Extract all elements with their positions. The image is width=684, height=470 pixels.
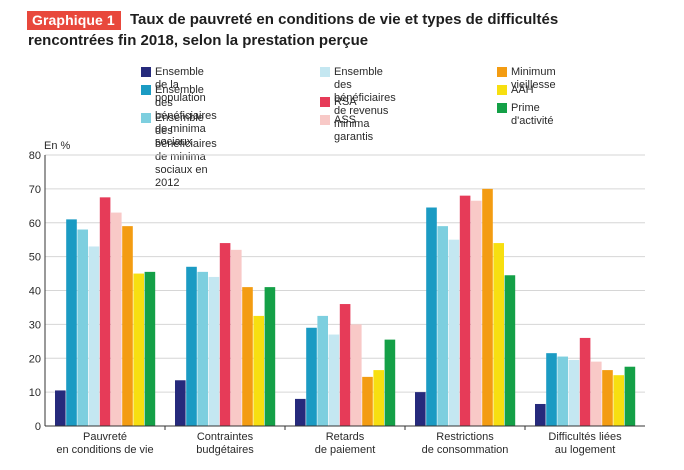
bar	[66, 219, 77, 426]
bar	[99, 197, 111, 426]
legend-label: Ensemble des bénéficiaires de minima soc…	[155, 112, 217, 189]
legend-label: Ensemble de la population	[155, 66, 206, 104]
x-tick-label: Pauvreté en conditions de vie	[56, 431, 153, 456]
bar	[591, 361, 602, 426]
y-ticks: 0 10 20 30 40 50 60 70 80	[29, 150, 41, 433]
bar	[504, 275, 516, 426]
x-tick-label-line: Pauvreté	[83, 431, 127, 443]
bar	[384, 339, 396, 426]
x-tick-label-line: en conditions de vie	[56, 444, 153, 456]
bar	[426, 207, 437, 426]
bar	[535, 403, 546, 426]
bar	[362, 376, 373, 426]
bar	[208, 276, 220, 426]
bar	[144, 271, 156, 426]
legend-swatch	[320, 97, 330, 107]
bar	[546, 353, 557, 426]
legend-swatch	[141, 85, 151, 95]
x-tick-label-line: de paiement	[315, 444, 376, 456]
bars	[55, 188, 636, 426]
y-tick-label: 10	[29, 387, 41, 399]
y-tick-label: 50	[29, 252, 41, 264]
bar	[122, 226, 133, 426]
x-tick-label-line: Retards	[326, 431, 365, 443]
bar	[328, 334, 340, 426]
bar	[351, 324, 362, 426]
bar	[624, 366, 636, 426]
legend-swatch	[141, 67, 151, 77]
axes	[44, 155, 645, 430]
y-tick-label: 60	[29, 218, 41, 230]
bar	[471, 200, 482, 426]
chart-title-line-2: rencontrées fin 2018, selon la prestatio…	[28, 32, 369, 49]
bar	[306, 327, 317, 426]
bar	[482, 188, 493, 426]
bar	[613, 375, 624, 426]
legend-label: Minimum vieillesse	[511, 66, 556, 91]
bar	[133, 273, 144, 426]
bar	[493, 243, 504, 426]
legend-label: Ensemble des bénéficiaires de minima soc…	[155, 84, 217, 148]
legend-swatch	[320, 67, 330, 77]
legend-swatch	[497, 85, 507, 95]
x-tick-label-line: de consommation	[422, 444, 509, 456]
bar	[253, 315, 264, 426]
bar	[219, 243, 231, 426]
y-tick-label: 40	[29, 286, 41, 298]
y-tick-label: 0	[35, 421, 41, 433]
x-tick-label: Difficultés liées au logement	[548, 431, 622, 456]
legend-swatch	[320, 115, 330, 125]
bar	[317, 315, 328, 426]
bar	[415, 392, 426, 426]
bar	[568, 359, 580, 426]
bar	[579, 337, 591, 426]
bar	[448, 239, 460, 426]
bar	[242, 287, 253, 426]
bar	[55, 390, 66, 426]
legend-label: Ensemble des bénéficiaires de revenus mi…	[334, 66, 396, 143]
bar	[602, 370, 613, 426]
x-tick-label-line: Contraintes	[197, 431, 254, 443]
legend-swatch	[497, 103, 507, 113]
chart-title-line-1: Taux de pauvreté en conditions de vie et…	[130, 11, 559, 28]
y-tick-label: 20	[29, 353, 41, 365]
x-tick-label-line: au logement	[555, 444, 616, 456]
bar	[295, 398, 306, 426]
bar	[186, 266, 197, 426]
bar	[459, 195, 471, 426]
bar	[77, 229, 88, 426]
bar	[88, 246, 100, 426]
x-labels: Pauvreté en conditions de vie Contraintes b…	[56, 431, 622, 456]
legend-swatch	[497, 67, 507, 77]
y-tick-label: 80	[29, 150, 41, 162]
legend-swatch	[141, 113, 151, 123]
x-tick-label: Retards de paiement	[315, 431, 376, 456]
chart-badge: Graphique 1	[27, 11, 121, 30]
bar	[264, 287, 276, 426]
x-tick-label: Restrictions de consommation	[422, 431, 509, 456]
bar	[373, 370, 384, 426]
x-tick-label-line: Difficultés liées	[548, 431, 622, 443]
x-tick-label: Contraintes budgétaires	[196, 431, 254, 456]
y-tick-label: 70	[29, 184, 41, 196]
y-axis-label: En %	[44, 140, 71, 152]
bar	[437, 226, 448, 426]
bar	[557, 356, 568, 426]
bar	[197, 271, 208, 426]
y-tick-label: 30	[29, 319, 41, 331]
bar	[339, 304, 351, 426]
bar	[175, 380, 186, 426]
legend-label: Prime d'activité	[511, 102, 554, 127]
x-tick-label-line: budgétaires	[196, 444, 254, 456]
legend-label: ASS	[334, 114, 357, 126]
bar	[111, 212, 122, 426]
x-tick-label-line: Restrictions	[436, 431, 494, 443]
bar	[231, 249, 242, 426]
legend-label: RSA	[334, 96, 357, 108]
legend-label: AAH	[511, 84, 534, 96]
